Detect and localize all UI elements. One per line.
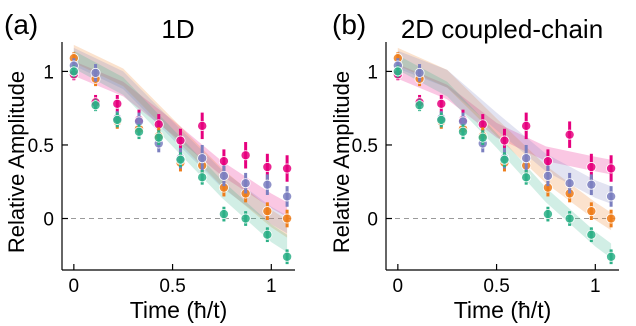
x-tick-label: 1 <box>590 276 601 297</box>
data-point <box>282 213 293 224</box>
series-2 <box>68 58 293 207</box>
data-point <box>436 98 447 109</box>
x-tick-label: 0 <box>393 276 404 297</box>
plot-area <box>62 44 295 265</box>
chart-title: 2D coupled-chain <box>401 14 603 44</box>
y-tick-label: 0.5 <box>352 136 378 157</box>
data-point <box>282 191 293 202</box>
data-point <box>262 179 273 190</box>
panel-label: (b) <box>332 9 366 40</box>
data-point <box>282 163 293 174</box>
data-point <box>414 100 425 111</box>
x-axis-label: Time (ħ/t) <box>130 297 228 323</box>
data-point <box>282 251 293 262</box>
data-point <box>112 98 123 109</box>
data-point <box>542 209 553 220</box>
data-point <box>499 135 510 146</box>
plot-area <box>386 47 619 265</box>
y-tick-label: 1 <box>367 62 378 83</box>
data-point <box>414 67 425 78</box>
data-point <box>606 163 617 174</box>
data-point <box>586 179 597 190</box>
data-point <box>521 172 532 183</box>
x-tick-label: 0.5 <box>483 276 509 297</box>
data-point <box>564 213 575 224</box>
data-point <box>542 170 553 181</box>
data-point <box>240 150 251 161</box>
panel-a: (a) 1D 0 0.5 1 0 0.5 1 Time (ħ/t) Relative Amplit… <box>4 9 295 323</box>
data-point <box>392 66 403 77</box>
data-point <box>458 126 469 137</box>
y-tick-label: 0 <box>43 210 54 231</box>
panel-b: (b) 2D coupled-chain 0 0.5 1 0 0.5 1 Time (ħ/t) R… <box>329 9 619 323</box>
data-point <box>586 229 597 240</box>
data-point <box>134 126 145 137</box>
data-point <box>436 114 447 125</box>
data-point <box>197 120 208 131</box>
fit-band-3 <box>397 55 612 259</box>
data-point <box>90 100 101 111</box>
data-point <box>521 120 532 131</box>
data-point <box>218 156 229 167</box>
series-3 <box>68 65 293 265</box>
data-point <box>564 129 575 140</box>
y-tick-label: 0.5 <box>28 136 54 157</box>
data-point <box>175 135 186 146</box>
data-point <box>90 67 101 78</box>
x-axis-label: Time (ħ/t) <box>454 297 552 323</box>
data-point <box>240 213 251 224</box>
panel-label: (a) <box>4 9 38 40</box>
x-tick-label: 0 <box>69 276 80 297</box>
data-point <box>218 209 229 220</box>
data-point <box>153 132 164 143</box>
data-point <box>68 66 79 77</box>
data-point <box>218 170 229 181</box>
data-point <box>606 251 617 262</box>
data-point <box>499 154 510 165</box>
data-point <box>564 178 575 189</box>
y-axis-label: Relative Amplitude <box>329 71 354 253</box>
data-point <box>586 206 597 217</box>
data-point <box>262 229 273 240</box>
data-point <box>112 114 123 125</box>
series-3 <box>392 65 617 265</box>
data-point <box>477 132 488 143</box>
data-point <box>606 213 617 224</box>
data-point <box>197 172 208 183</box>
data-point <box>542 156 553 167</box>
x-tick-label: 0.5 <box>159 276 185 297</box>
data-point <box>197 153 208 164</box>
y-tick-label: 1 <box>43 62 54 83</box>
y-axis-label: Relative Amplitude <box>4 71 29 253</box>
data-point <box>262 162 273 173</box>
fit-band-0 <box>397 64 612 175</box>
data-point <box>175 154 186 165</box>
y-tick-label: 0 <box>367 210 378 231</box>
chart-title: 1D <box>161 14 194 44</box>
x-tick-label: 1 <box>266 276 277 297</box>
data-point <box>586 162 597 173</box>
data-point <box>262 206 273 217</box>
data-point <box>521 153 532 164</box>
data-point <box>240 178 251 189</box>
fit-band-2 <box>397 50 612 204</box>
data-point <box>606 191 617 202</box>
